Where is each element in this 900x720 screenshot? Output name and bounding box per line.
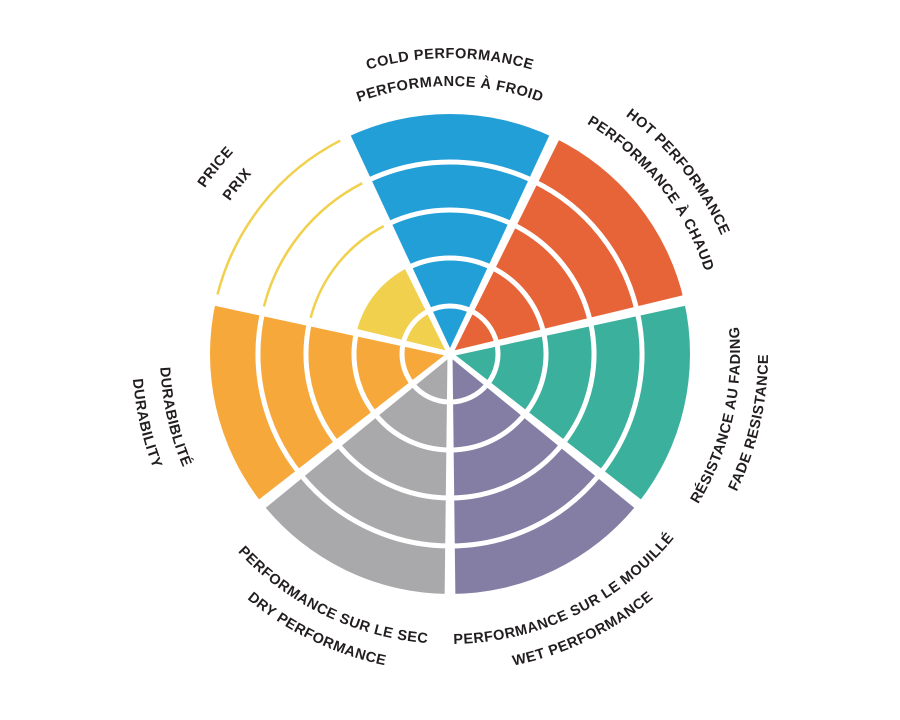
ring-divider-durability-1 bbox=[399, 342, 415, 386]
ring-divider-durability-2 bbox=[351, 332, 377, 416]
radial-separator-3 bbox=[444, 354, 456, 606]
ring-divider-hot-performance-1 bbox=[469, 308, 500, 344]
label-durability-fr: DURABIBLITÉ bbox=[156, 366, 195, 469]
unfilled-ring-outline-price-5 bbox=[216, 139, 341, 295]
ring-divider-cold-performance-4 bbox=[365, 159, 535, 184]
ring-divider-fade-resistance-3 bbox=[560, 321, 597, 446]
sector-separators bbox=[203, 124, 697, 606]
ring-divider-wet-performance-1 bbox=[449, 382, 490, 405]
radial-separator-0 bbox=[447, 124, 565, 356]
sector-cold-performance-fill bbox=[345, 114, 555, 354]
radial-separator-5 bbox=[203, 292, 451, 357]
ring-divider-dry-performance-4 bbox=[297, 472, 451, 549]
ring-divider-durability-4 bbox=[255, 310, 302, 476]
label-cold-performance-fr: PERFORMANCE À FROID bbox=[355, 74, 546, 106]
ring-divider-dry-performance-1 bbox=[410, 382, 451, 405]
ring-divider-cold-performance-1 bbox=[428, 303, 472, 314]
ring-divider-cold-performance-3 bbox=[386, 207, 514, 227]
label-cold-performance-en: COLD PERFORMANCE bbox=[365, 46, 536, 74]
ring-divider-fade-resistance-1 bbox=[485, 342, 501, 386]
sector-price-fill bbox=[356, 267, 450, 354]
ring-divider-dry-performance-3 bbox=[335, 442, 451, 501]
ring-divider-hot-performance-2 bbox=[490, 265, 547, 334]
radial-separator-1 bbox=[449, 292, 697, 357]
ring-divider-wet-performance-3 bbox=[449, 442, 565, 501]
sector-hot-performance-fill bbox=[450, 137, 684, 354]
ring-divider-hot-performance-3 bbox=[511, 222, 593, 323]
ring-divider-durability-3 bbox=[303, 321, 340, 446]
ring-divider-fade-resistance-2 bbox=[523, 332, 549, 416]
radial-separator-2 bbox=[448, 352, 651, 516]
sector-wet-performance-fill bbox=[449, 354, 638, 594]
ring-divider-wet-performance-2 bbox=[449, 412, 528, 453]
ring-divider-cold-performance-2 bbox=[407, 255, 493, 270]
ring-divider-hot-performance-4 bbox=[532, 178, 640, 312]
ring-divider-price-1 bbox=[400, 308, 431, 344]
sector-dry-performance-fill bbox=[262, 354, 451, 594]
unfilled-ring-outline-price-3 bbox=[309, 224, 385, 319]
sector-fade-resistance-fill bbox=[450, 300, 691, 504]
sector-durability-fill bbox=[209, 300, 450, 504]
ring-divider-dry-performance-2 bbox=[372, 412, 451, 453]
sector-wedges bbox=[209, 114, 691, 594]
unfilled-ring-outline-price-4 bbox=[262, 182, 363, 307]
radial-separator-4 bbox=[249, 352, 452, 516]
ring-divider-wet-performance-4 bbox=[449, 472, 603, 549]
radial-separator-6 bbox=[335, 124, 453, 356]
ring-divider-fade-resistance-4 bbox=[598, 310, 645, 476]
label-price-fr: PRIX bbox=[220, 165, 255, 203]
